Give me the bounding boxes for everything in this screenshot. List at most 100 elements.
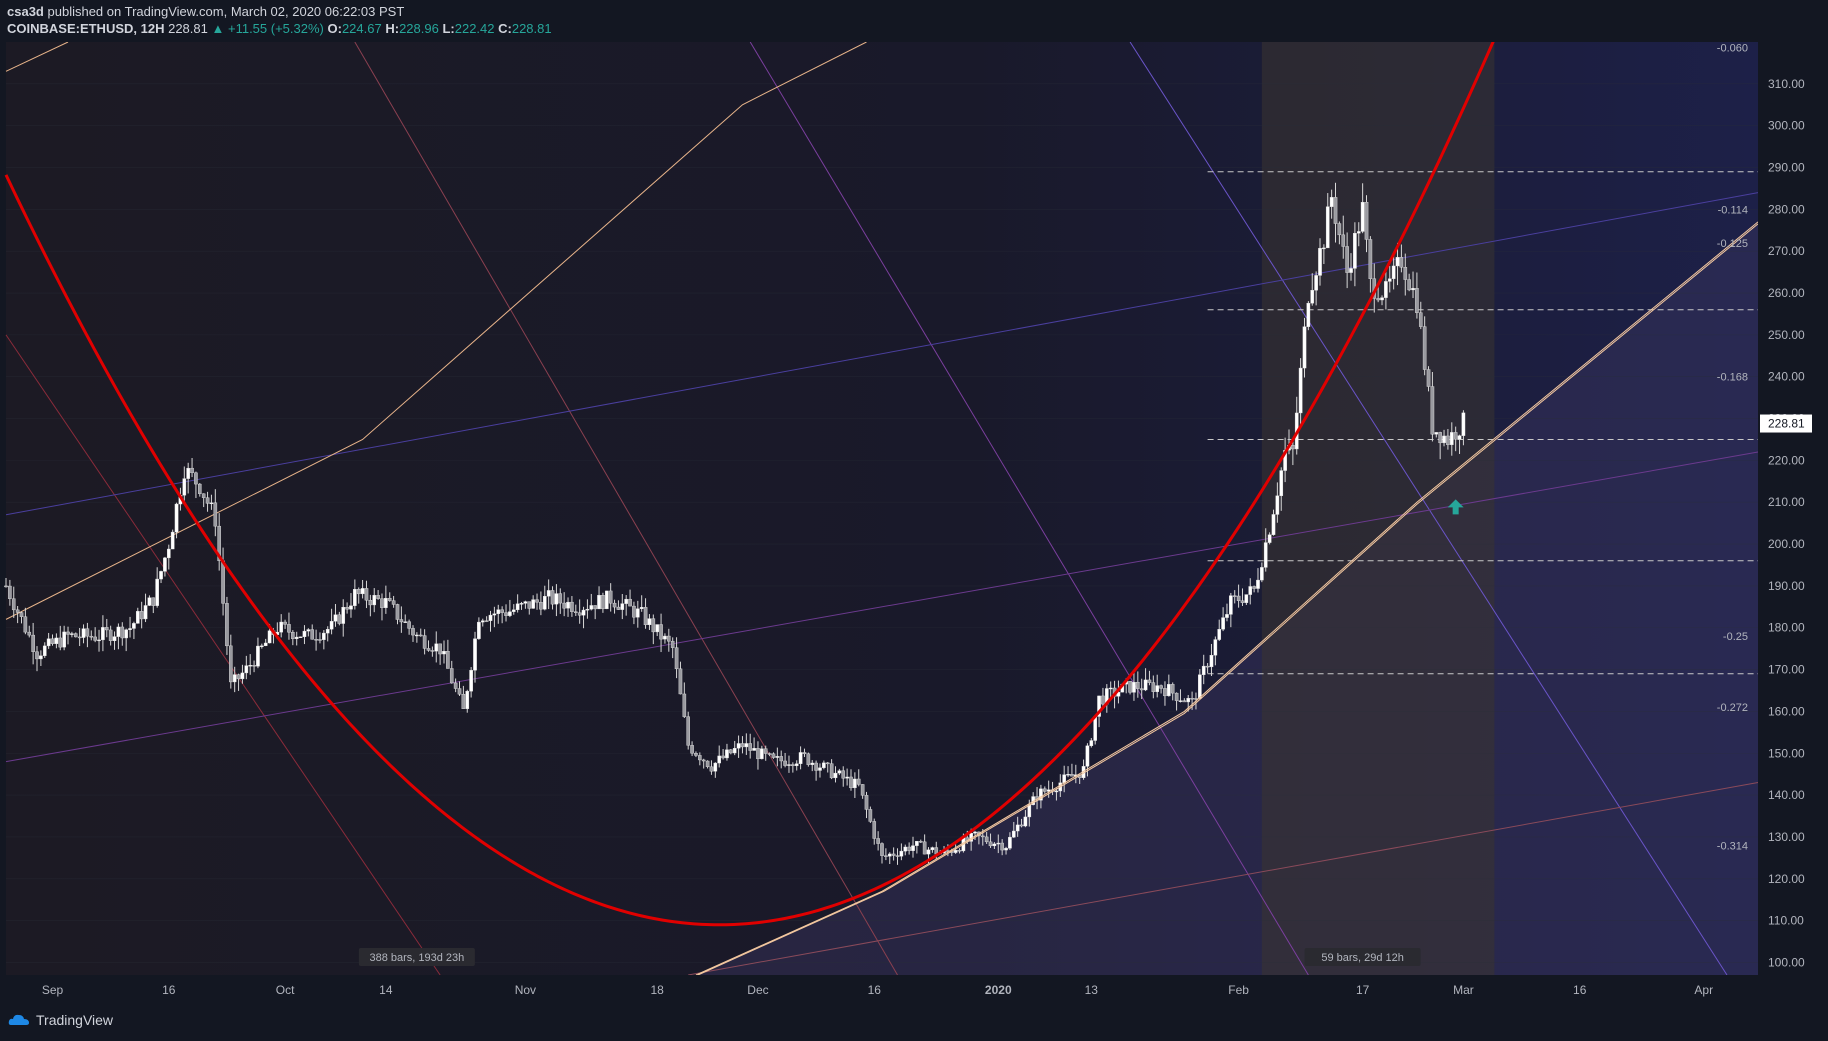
candle-body <box>1198 674 1202 699</box>
candle-body <box>957 850 962 852</box>
up-arrow-icon <box>1447 499 1464 515</box>
candle-body <box>124 629 128 639</box>
candle-body <box>1217 629 1222 640</box>
candle-body <box>1403 267 1408 280</box>
candle-body <box>1461 412 1466 436</box>
candle-body <box>62 631 66 648</box>
price-tick-label: 280.00 <box>1768 202 1805 216</box>
candle-body <box>1128 681 1132 693</box>
publisher-name: csa3d <box>7 4 44 19</box>
candle-body <box>705 760 710 767</box>
time-tick-label: Sep <box>42 983 64 997</box>
low-label: L: <box>442 21 455 36</box>
candle-body <box>252 665 256 667</box>
candle-body <box>1213 639 1218 656</box>
candle-body <box>97 639 101 642</box>
candle-body <box>899 850 904 857</box>
candle-body <box>794 763 799 767</box>
candle-body <box>279 621 284 633</box>
candle-body <box>1333 197 1338 224</box>
candle-body <box>1116 691 1121 697</box>
price-tick-label: 170.00 <box>1768 663 1805 677</box>
candle-body <box>116 626 121 637</box>
fib-label: -0.25 <box>1723 631 1748 643</box>
candle-body <box>577 612 582 616</box>
candle-body <box>667 635 671 642</box>
candle-body <box>612 602 617 608</box>
candle-body <box>128 628 132 630</box>
candle-body <box>1360 202 1365 232</box>
candle-body <box>570 601 574 612</box>
time-tick-label: Nov <box>515 983 536 997</box>
candle-body <box>426 648 431 651</box>
price-tick-label: 120.00 <box>1768 872 1805 886</box>
candle-body <box>585 608 590 611</box>
time-tick-label: 18 <box>651 983 665 997</box>
candle-body <box>418 634 423 637</box>
candle-body <box>1442 435 1446 444</box>
range-label-box <box>358 948 475 966</box>
candle-body <box>70 633 74 635</box>
candle-body <box>1066 774 1070 776</box>
candle-body <box>453 682 458 689</box>
candle-body <box>539 602 543 610</box>
candle-body <box>825 762 830 765</box>
drawing-line <box>5 451 1759 763</box>
candle-body <box>783 760 787 766</box>
candle-body <box>283 621 287 625</box>
candle-body <box>542 596 547 610</box>
drawing-line <box>749 42 1309 976</box>
fib-label: -0.114 <box>1718 204 1748 216</box>
candle-body <box>1229 595 1233 615</box>
drawing-line <box>1129 42 1728 976</box>
candle-body <box>93 636 97 641</box>
candle-body <box>647 618 652 626</box>
candle-body <box>101 627 105 641</box>
candle-body <box>787 764 791 766</box>
candle-body <box>1310 290 1315 304</box>
candle-body <box>170 531 175 550</box>
candle-body <box>27 631 32 636</box>
candle-body <box>403 621 408 623</box>
candle-body <box>260 645 264 648</box>
candle-body <box>748 743 753 751</box>
parabola-curve <box>4 42 1495 927</box>
time-tick-label: Oct <box>276 983 295 997</box>
candle-body <box>1042 788 1047 792</box>
candle-body <box>725 749 729 759</box>
symbol-label: COINBASE:ETHUSD, 12H <box>7 21 165 36</box>
candle-body <box>341 607 346 624</box>
candle-body <box>903 846 908 852</box>
candle-body <box>287 624 291 633</box>
candle-body <box>624 598 628 604</box>
candle-body <box>306 629 311 632</box>
candle-body <box>988 841 993 847</box>
candle-body <box>186 467 190 479</box>
time-tick-label: Dec <box>747 983 768 997</box>
fib-label: -0.125 <box>1717 238 1748 250</box>
price-tick-label: 220.00 <box>1768 453 1805 467</box>
candle-body <box>438 643 442 655</box>
candle-body <box>1275 495 1280 515</box>
candle-body <box>329 621 334 630</box>
candle-body <box>1093 716 1097 741</box>
candle-body <box>318 639 322 641</box>
candle-body <box>597 595 601 610</box>
price-tick-label: 100.00 <box>1768 955 1805 969</box>
price-chart[interactable]: -0.060 -0.114 -0.125 -0.168 -0.25 -0.272 -0.31… <box>0 42 1828 1002</box>
candle-body <box>1337 223 1342 236</box>
candle-body <box>1070 774 1074 777</box>
candle-body <box>1267 534 1272 543</box>
candle-body <box>1384 281 1388 298</box>
candle-body <box>415 634 419 637</box>
candle-body <box>19 612 24 617</box>
candle-body <box>1008 836 1012 849</box>
candle-body <box>1302 326 1307 369</box>
candle-body <box>1151 682 1156 692</box>
candle-body <box>353 589 357 606</box>
candle-body <box>868 809 873 822</box>
candle-body <box>911 845 915 851</box>
candle-body <box>50 638 55 644</box>
candle-body <box>31 634 35 652</box>
